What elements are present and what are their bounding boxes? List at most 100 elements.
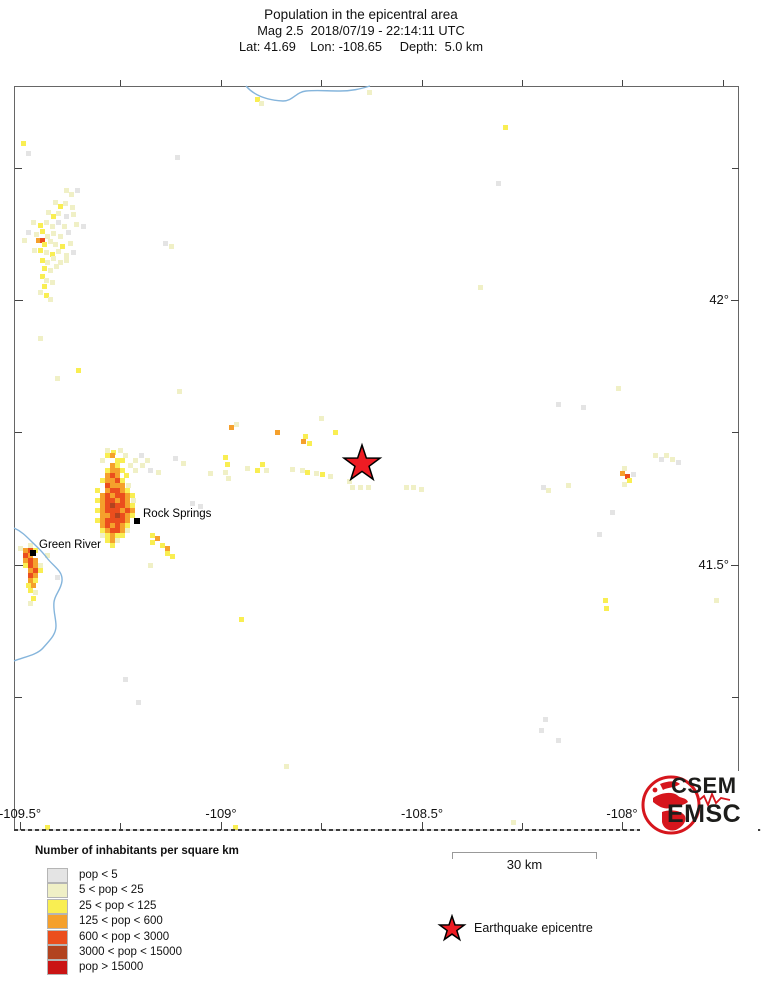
population-cell	[165, 551, 170, 556]
population-cell	[115, 498, 120, 503]
lon-label: -109.5°	[0, 806, 42, 821]
population-cell	[115, 483, 120, 488]
population-cell	[105, 448, 110, 453]
population-cell	[69, 192, 74, 197]
population-cell	[110, 533, 115, 538]
lat-tick-left	[15, 300, 23, 301]
population-cell	[659, 457, 664, 462]
population-cell	[367, 90, 372, 95]
lat-label: 42°	[709, 292, 729, 307]
population-cell	[233, 825, 238, 830]
population-cell	[110, 518, 115, 523]
population-cell	[223, 470, 228, 475]
population-cell	[71, 212, 76, 217]
scale-bar-label: 30 km	[506, 857, 543, 872]
population-cell	[115, 458, 120, 463]
population-cell	[100, 458, 105, 463]
population-cell	[40, 238, 45, 243]
globe-graphic	[641, 775, 701, 835]
population-cell	[105, 483, 110, 488]
population-cell	[120, 533, 125, 538]
population-cell	[150, 533, 155, 538]
population-cell	[110, 513, 115, 518]
population-cell	[115, 533, 120, 538]
population-cell	[51, 214, 56, 219]
population-cell	[173, 456, 178, 461]
population-cell	[110, 483, 115, 488]
population-cell	[541, 485, 546, 490]
population-cell	[115, 473, 120, 478]
lon-minor-tick	[120, 823, 121, 830]
population-cell	[45, 260, 50, 265]
population-cell	[622, 482, 627, 487]
population-cell	[95, 488, 100, 493]
population-cell	[620, 471, 625, 476]
population-cell	[105, 503, 110, 508]
population-cell	[581, 405, 586, 410]
population-cell	[140, 463, 145, 468]
population-cell	[223, 455, 228, 460]
population-cell	[120, 458, 125, 463]
population-cell	[150, 540, 155, 545]
population-cell	[305, 470, 310, 475]
population-cell	[105, 493, 110, 498]
population-cell	[120, 483, 125, 488]
population-cell	[198, 504, 203, 509]
population-cell	[125, 498, 130, 503]
population-cell	[123, 453, 128, 458]
population-cell	[120, 528, 125, 533]
legend-item-label: 5 < pop < 25	[79, 884, 144, 897]
population-cell	[58, 260, 63, 265]
population-cell	[319, 416, 324, 421]
population-cell	[74, 222, 79, 227]
population-cell	[53, 200, 58, 205]
population-cell	[64, 188, 69, 193]
population-cell	[50, 252, 55, 257]
population-cell	[33, 590, 38, 595]
population-cell	[34, 232, 39, 237]
population-cell	[100, 493, 105, 498]
legend-swatch	[47, 960, 68, 976]
population-cell	[76, 368, 81, 373]
lat-tick	[731, 565, 739, 566]
population-cell	[115, 493, 120, 498]
population-cell	[44, 293, 49, 298]
population-cell	[26, 151, 31, 156]
population-cell	[42, 284, 47, 289]
population-cell	[260, 462, 265, 467]
population-cell	[63, 201, 68, 206]
population-cell	[125, 488, 130, 493]
population-cell	[622, 466, 627, 471]
population-cell	[64, 258, 69, 263]
population-cell	[284, 764, 289, 769]
population-cell	[234, 422, 239, 427]
top-tick	[723, 80, 724, 86]
population-cell	[125, 493, 130, 498]
population-cell	[653, 453, 658, 458]
population-cell	[128, 463, 133, 468]
top-tick	[422, 80, 423, 86]
population-cell	[38, 336, 43, 341]
population-cell	[303, 434, 308, 439]
population-cell	[120, 488, 125, 493]
legend-swatch	[47, 883, 68, 899]
lon-minor-tick	[321, 823, 322, 830]
population-cell	[58, 234, 63, 239]
population-cell	[68, 241, 73, 246]
population-cell	[54, 264, 59, 269]
lon-tick	[622, 822, 623, 830]
top-tick	[622, 80, 623, 86]
population-cell	[556, 738, 561, 743]
population-cell	[55, 376, 60, 381]
population-cell	[115, 478, 120, 483]
population-cell	[50, 280, 55, 285]
population-cell	[100, 513, 105, 518]
population-cell	[51, 256, 56, 261]
population-cell	[350, 485, 355, 490]
population-cell	[40, 229, 45, 234]
population-cell	[566, 483, 571, 488]
population-cell	[245, 466, 250, 471]
population-cell	[115, 463, 120, 468]
population-cell	[264, 468, 269, 473]
population-cell	[100, 523, 105, 528]
